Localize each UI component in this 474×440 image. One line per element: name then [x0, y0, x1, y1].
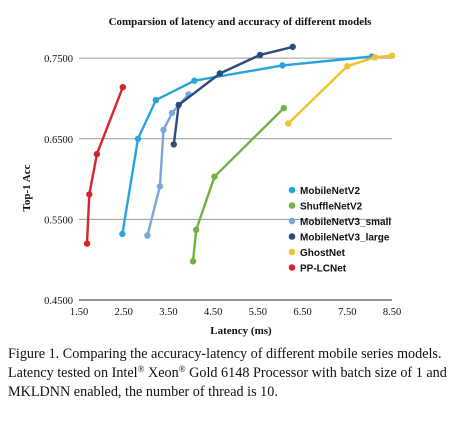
- axes: 0.4500 0.5500 0.6500 0.7500 1.50 2.50 3.50 4.50…: [44, 54, 401, 318]
- x-tick-label: 1.50: [70, 307, 88, 318]
- data-point-mobilenetv3-large: [175, 101, 182, 109]
- data-point-mobilenetv3-large: [289, 43, 296, 51]
- data-point-shufflenetv2: [192, 226, 200, 234]
- watermark-csdn: CSDN @AI小怪兽: [386, 426, 468, 437]
- registered-mark: ®: [137, 364, 145, 374]
- data-point-ghostnet: [388, 52, 396, 59]
- data-point-pp-lcnet: [86, 191, 93, 198]
- y-tick-label: 0.7500: [44, 54, 73, 65]
- series-mobilenetv2: [119, 53, 376, 238]
- legend-marker: [288, 217, 296, 225]
- legend-label: MobileNetV3_large: [300, 232, 390, 243]
- data-point-ghostnet: [371, 54, 379, 61]
- series-line-mobilenetv3-small: [146, 93, 190, 236]
- data-point-shufflenetv2: [211, 173, 218, 180]
- caption-text-2: Xeon: [144, 365, 179, 381]
- data-point-mobilenetv3-small: [168, 109, 176, 117]
- legend-item-mobilenetv3-small: MobileNetV3_small: [288, 217, 391, 228]
- series-line-mobilenetv3-large: [172, 45, 293, 145]
- data-point-mobilenetv3-large: [170, 141, 177, 148]
- data-point-pp-lcnet: [83, 240, 91, 247]
- y-tick-label: 0.4500: [44, 296, 73, 307]
- series-line-shufflenetv2: [191, 107, 285, 262]
- legend-marker: [288, 233, 296, 240]
- x-tick-label: 2.50: [115, 307, 133, 318]
- legend-item-mobilenetv2: MobileNetV2: [288, 186, 360, 197]
- series-line-ghostnet: [287, 54, 393, 125]
- legend-marker: [288, 186, 296, 194]
- data-point-pp-lcnet: [119, 83, 127, 91]
- legend-marker: [288, 202, 296, 209]
- legend-label: GhostNet: [300, 248, 346, 259]
- data-point-mobilenetv2: [279, 62, 286, 69]
- data-point-mobilenetv2: [119, 230, 126, 238]
- legend-label: MobileNetV3_small: [300, 217, 391, 228]
- grid-lines: [79, 57, 392, 220]
- series-pp-lcnet: [83, 83, 127, 247]
- x-tick-label: 3.50: [159, 307, 177, 318]
- legend-label: MobileNetV2: [300, 186, 360, 197]
- caption-text-3: Gold 6148 Processor with batch size of 1…: [8, 365, 447, 400]
- x-tick-label: 8.50: [383, 307, 401, 318]
- data-point-shufflenetv2: [189, 258, 197, 265]
- x-tick-label: 4.50: [204, 307, 222, 318]
- series-mobilenetv3-large: [170, 43, 296, 148]
- y-axis-label: Top-1 Acc: [21, 164, 33, 211]
- x-axis-label: Latency (ms): [210, 325, 272, 337]
- data-point-mobilenetv3-small: [144, 232, 151, 239]
- series-line-mobilenetv2: [121, 55, 373, 235]
- plot-area: [83, 43, 396, 265]
- figure-caption: Figure 1. Comparing the accuracy-latency…: [8, 345, 466, 402]
- data-point-mobilenetv2: [152, 96, 160, 104]
- data-point-mobilenetv3-small: [160, 126, 167, 134]
- x-tick-label: 5.50: [249, 307, 267, 318]
- legend-marker: [288, 248, 296, 256]
- legend-item-pp-lcnet: PP-LCNet: [288, 263, 347, 274]
- caption-text-1: Figure 1. Comparing the accuracy-latency…: [8, 346, 442, 381]
- y-tick-label: 0.5500: [44, 215, 73, 226]
- legend-label: ShuffleNetV2: [300, 201, 363, 212]
- series-ghostnet: [285, 52, 396, 127]
- chart-title: Comparsion of latency and accuracy of di…: [109, 16, 373, 28]
- data-point-ghostnet: [285, 120, 292, 127]
- data-point-ghostnet: [344, 63, 351, 70]
- legend-label: PP-LCNet: [300, 263, 347, 274]
- legend: MobileNetV2 ShuffleNetV2 MobileNetV3_small…: [288, 186, 391, 274]
- series-shufflenetv2: [189, 104, 287, 265]
- x-tick-label: 6.50: [293, 307, 311, 318]
- chart: Comparsion of latency and accuracy of di…: [21, 16, 401, 337]
- watermark-zhihu: 知乎 @AI小怪兽: [380, 407, 468, 421]
- registered-mark: ®: [178, 364, 186, 374]
- legend-item-ghostnet: GhostNet: [288, 248, 346, 259]
- data-point-mobilenetv3-large: [256, 51, 264, 59]
- series-mobilenetv3-small: [144, 91, 192, 239]
- data-point-mobilenetv2: [134, 135, 142, 142]
- legend-item-mobilenetv3-large: MobileNetV3_large: [288, 232, 390, 243]
- data-point-pp-lcnet: [93, 150, 101, 158]
- x-tick-label: 7.50: [338, 307, 356, 318]
- data-point-mobilenetv2: [191, 77, 198, 84]
- series-line-pp-lcnet: [85, 86, 124, 244]
- data-point-shufflenetv2: [280, 104, 287, 112]
- legend-marker: [288, 264, 296, 271]
- data-point-mobilenetv3-large: [216, 70, 224, 77]
- data-point-mobilenetv3-small: [156, 183, 164, 190]
- legend-item-shufflenetv2: ShuffleNetV2: [288, 201, 363, 212]
- y-tick-label: 0.6500: [44, 135, 73, 146]
